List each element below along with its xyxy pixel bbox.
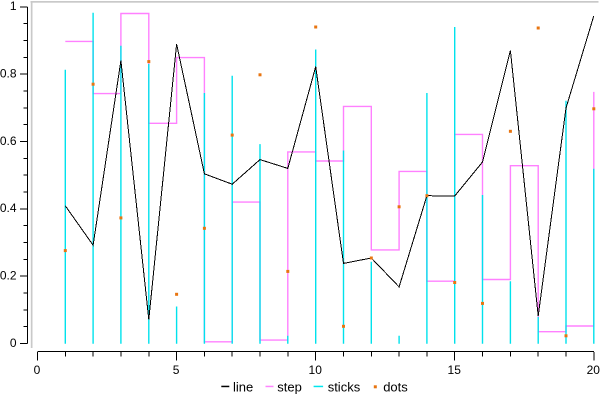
svg-text:dots: dots xyxy=(383,380,408,395)
svg-text:1: 1 xyxy=(10,0,17,13)
svg-text:step: step xyxy=(277,380,302,395)
svg-text:0: 0 xyxy=(10,336,17,350)
svg-text:10: 10 xyxy=(309,363,323,377)
svg-text:5: 5 xyxy=(173,363,180,377)
svg-text:0.2: 0.2 xyxy=(0,269,17,283)
svg-text:0: 0 xyxy=(34,363,41,377)
svg-text:0.6: 0.6 xyxy=(0,134,17,148)
svg-text:sticks: sticks xyxy=(328,380,361,395)
svg-text:line: line xyxy=(233,380,253,395)
svg-text:15: 15 xyxy=(448,363,462,377)
svg-text:0.4: 0.4 xyxy=(0,201,17,215)
svg-text:0.8: 0.8 xyxy=(0,67,17,81)
svg-text:20: 20 xyxy=(587,363,600,377)
